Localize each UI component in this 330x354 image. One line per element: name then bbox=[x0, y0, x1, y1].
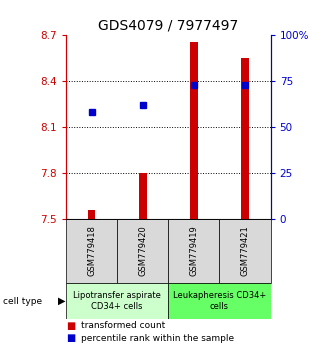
Bar bbox=[139, 173, 147, 219]
Bar bbox=[219, 219, 271, 283]
Text: GSM779418: GSM779418 bbox=[87, 225, 96, 276]
Text: ■: ■ bbox=[66, 321, 75, 331]
Bar bbox=[88, 210, 95, 219]
Text: Lipotransfer aspirate
CD34+ cells: Lipotransfer aspirate CD34+ cells bbox=[73, 291, 161, 311]
Text: cell type: cell type bbox=[3, 297, 43, 306]
Bar bbox=[117, 219, 168, 283]
Text: transformed count: transformed count bbox=[81, 321, 165, 330]
Bar bbox=[66, 283, 168, 319]
Text: ■: ■ bbox=[66, 333, 75, 343]
Bar bbox=[190, 42, 198, 219]
Text: Leukapheresis CD34+
cells: Leukapheresis CD34+ cells bbox=[173, 291, 266, 311]
Text: GSM779421: GSM779421 bbox=[241, 225, 249, 276]
Title: GDS4079 / 7977497: GDS4079 / 7977497 bbox=[98, 19, 238, 33]
Bar bbox=[241, 58, 249, 219]
Bar bbox=[168, 219, 219, 283]
Text: ▶: ▶ bbox=[58, 296, 65, 306]
Text: percentile rank within the sample: percentile rank within the sample bbox=[81, 335, 234, 343]
Bar bbox=[66, 219, 117, 283]
Text: GSM779419: GSM779419 bbox=[189, 225, 198, 276]
Text: GSM779420: GSM779420 bbox=[138, 225, 147, 276]
Bar bbox=[168, 283, 271, 319]
